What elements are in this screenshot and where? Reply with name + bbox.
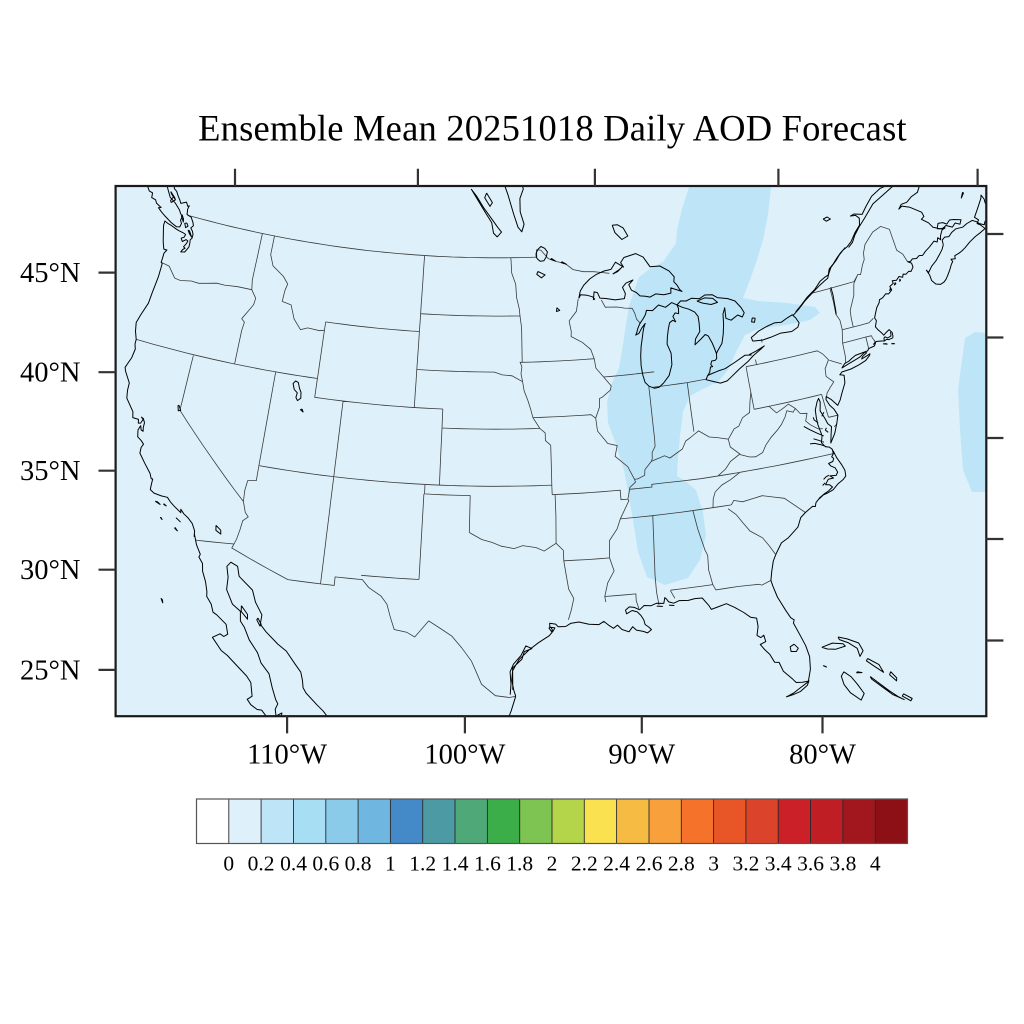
svg-text:1.8: 1.8: [506, 852, 533, 876]
svg-text:3: 3: [708, 852, 719, 876]
svg-text:2.2: 2.2: [571, 852, 598, 876]
svg-text:3.4: 3.4: [765, 852, 792, 876]
svg-text:80°W: 80°W: [789, 740, 856, 771]
svg-text:0.4: 0.4: [280, 852, 307, 876]
svg-text:45°N: 45°N: [20, 258, 80, 289]
svg-text:4: 4: [870, 852, 881, 876]
svg-text:2.8: 2.8: [668, 852, 695, 876]
svg-text:1.4: 1.4: [442, 852, 469, 876]
svg-text:2.6: 2.6: [636, 852, 663, 876]
svg-text:0.2: 0.2: [248, 852, 275, 876]
svg-text:90°W: 90°W: [608, 740, 675, 771]
svg-text:3.6: 3.6: [797, 852, 824, 876]
svg-text:3.8: 3.8: [829, 852, 856, 876]
svg-text:Ensemble Mean 20251018 Daily A: Ensemble Mean 20251018 Daily AOD Forecas…: [198, 108, 907, 149]
svg-text:40°N: 40°N: [20, 358, 80, 389]
svg-text:2: 2: [547, 852, 558, 876]
svg-text:25°N: 25°N: [20, 655, 80, 686]
svg-text:0.6: 0.6: [312, 852, 339, 876]
svg-text:2.4: 2.4: [603, 852, 630, 876]
svg-text:1: 1: [385, 852, 396, 876]
svg-text:35°N: 35°N: [20, 456, 80, 487]
svg-text:30°N: 30°N: [20, 555, 80, 586]
svg-text:0.8: 0.8: [345, 852, 372, 876]
svg-text:0: 0: [223, 852, 234, 876]
svg-text:1.6: 1.6: [474, 852, 501, 876]
svg-text:110°W: 110°W: [247, 740, 327, 771]
svg-text:1.2: 1.2: [409, 852, 436, 876]
svg-text:100°W: 100°W: [424, 740, 505, 771]
svg-text:3.2: 3.2: [732, 852, 759, 876]
